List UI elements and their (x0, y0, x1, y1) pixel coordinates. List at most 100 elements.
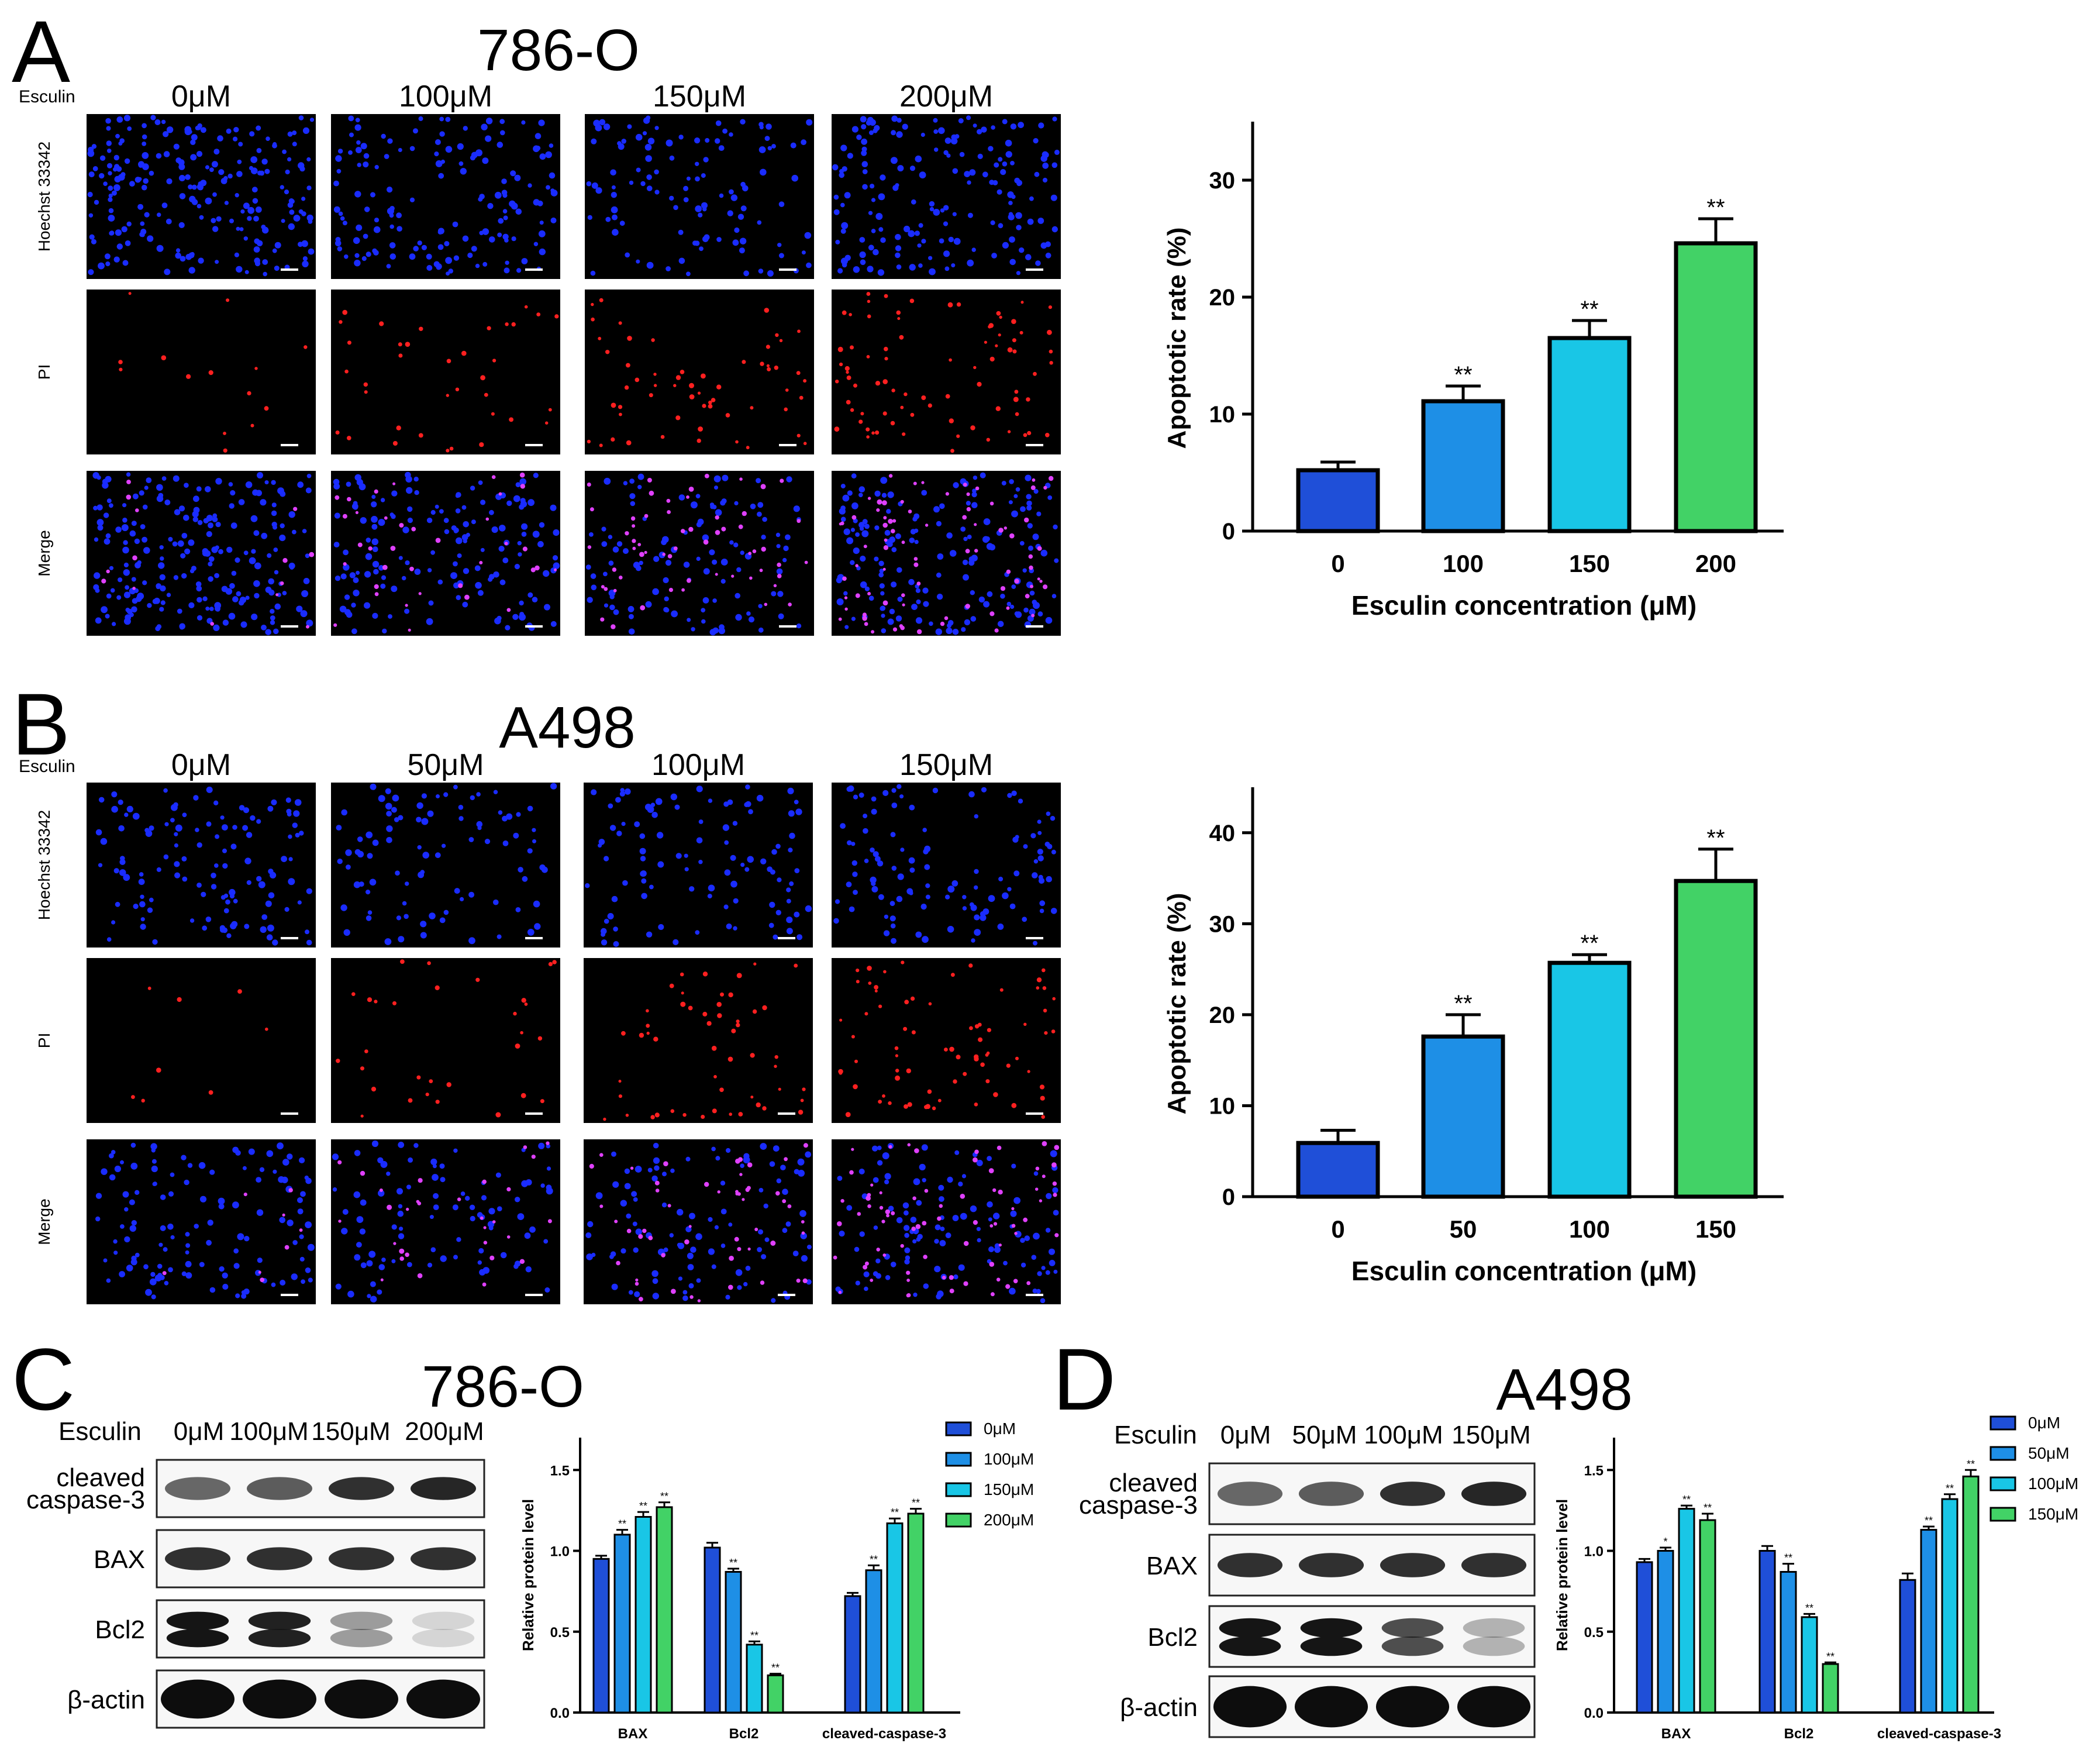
nucleus-dot (354, 1254, 361, 1261)
pi-dot (747, 1162, 753, 1167)
nucleus-dot (455, 508, 461, 514)
nucleus-dot (726, 1148, 731, 1153)
nucleus-dot (874, 125, 880, 131)
pi-dot (1013, 1279, 1018, 1284)
nucleus-dot (253, 530, 260, 536)
nucleus-dot (929, 201, 935, 207)
nucleus-dot (1052, 1187, 1058, 1194)
nucleus-dot (1050, 816, 1056, 821)
nucleus-dot (966, 501, 971, 506)
pi-dot (344, 369, 349, 374)
nucleus-dot (341, 809, 347, 816)
nucleus-dot (1005, 139, 1012, 147)
pi-dot (681, 588, 685, 592)
nucleus-dot (180, 553, 186, 559)
nucleus-dot (487, 203, 494, 209)
nucleus-dot (720, 500, 726, 506)
nucleus-dot (732, 239, 739, 246)
nucleus-dot (144, 485, 149, 490)
nucleus-dot (337, 859, 343, 864)
nucleus-dot (308, 219, 313, 224)
nucleus-dot (550, 783, 557, 790)
nucleus-dot (1020, 506, 1026, 512)
pi-dot (1042, 968, 1046, 973)
nucleus-dot (840, 202, 845, 208)
nucleus-dot (734, 227, 740, 233)
pi-dot (867, 299, 871, 303)
nucleus-dot (212, 192, 217, 197)
pi-dot (949, 418, 954, 423)
nucleus-dot (913, 1178, 920, 1186)
x-axis-label: Esculin concentration (μM) (1351, 590, 1697, 621)
nucleus-dot (673, 205, 678, 211)
scale-bar (779, 268, 796, 271)
pi-dot (1030, 584, 1033, 588)
nucleus-dot (764, 1237, 770, 1242)
nucleus-dot (442, 843, 446, 848)
nucleus-dot (268, 892, 275, 899)
bar (656, 1506, 673, 1714)
nucleus-dot (499, 579, 506, 585)
pi-dot (698, 426, 703, 432)
blot-band (329, 1547, 394, 1570)
nucleus-dot (939, 238, 944, 244)
nucleus-dot (840, 484, 846, 489)
nucleus-dot (1045, 252, 1051, 259)
nucleus-dot (611, 185, 616, 190)
nucleus-dot (230, 843, 237, 850)
pi-dot (686, 495, 689, 499)
nucleus-dot (669, 155, 675, 161)
nucleus-dot (228, 612, 236, 620)
nucleus-dot (797, 1158, 805, 1166)
nucleus-dot (703, 568, 710, 575)
pi-dot (524, 1002, 528, 1006)
nucleus-dot (373, 250, 379, 256)
pi-dot (612, 567, 617, 572)
pi-dot (968, 963, 973, 968)
nucleus-dot (619, 791, 625, 797)
nucleus-dot (130, 1142, 136, 1148)
nucleus-dot (125, 608, 130, 612)
nucleus-dot (108, 197, 113, 202)
pi-dot (126, 480, 131, 484)
nucleus-dot (796, 934, 803, 940)
nucleus-dot (983, 518, 991, 525)
nucleus-dot (435, 139, 441, 145)
nucleus-dot (709, 549, 715, 556)
significance-mark: ** (912, 1497, 920, 1509)
significance-mark: ** (660, 1491, 668, 1503)
scale-bar (1026, 268, 1043, 271)
pi-dot (435, 1100, 440, 1104)
pi-dot (717, 1190, 720, 1194)
nucleus-dot (498, 218, 504, 224)
pi-dot (870, 1183, 874, 1187)
pi-dot (669, 983, 674, 988)
pi-dot (966, 492, 970, 497)
nucleus-dot (193, 495, 199, 502)
nucleus-dot (654, 190, 660, 195)
pi-dot (878, 1004, 882, 1008)
nucleus-dot (120, 172, 126, 177)
pi-dot (846, 399, 851, 405)
nucleus-dot (259, 1167, 265, 1173)
nucleus-dot (364, 206, 370, 212)
nucleus-dot (861, 138, 867, 145)
nucleus-dot (739, 237, 747, 244)
nucleus-dot (891, 115, 898, 122)
pi-dot (940, 621, 945, 626)
nucleus-dot (413, 1143, 419, 1148)
nucleus-dot (334, 512, 341, 519)
nucleus-dot (456, 595, 461, 600)
nucleus-dot (878, 894, 884, 900)
nucleus-dot (452, 221, 458, 228)
chart-c: 0.00.51.01.5******BAX******Bcl2******cle… (519, 1420, 1034, 1742)
nucleus-dot (417, 240, 422, 246)
pi-dot (282, 558, 288, 563)
nucleus-dot (175, 157, 182, 164)
nucleus-dot (950, 137, 958, 144)
nucleus-dot (356, 1216, 364, 1224)
pi-dot (1025, 594, 1030, 599)
nucleus-dot (1000, 594, 1005, 599)
nucleus-dot (445, 257, 452, 264)
